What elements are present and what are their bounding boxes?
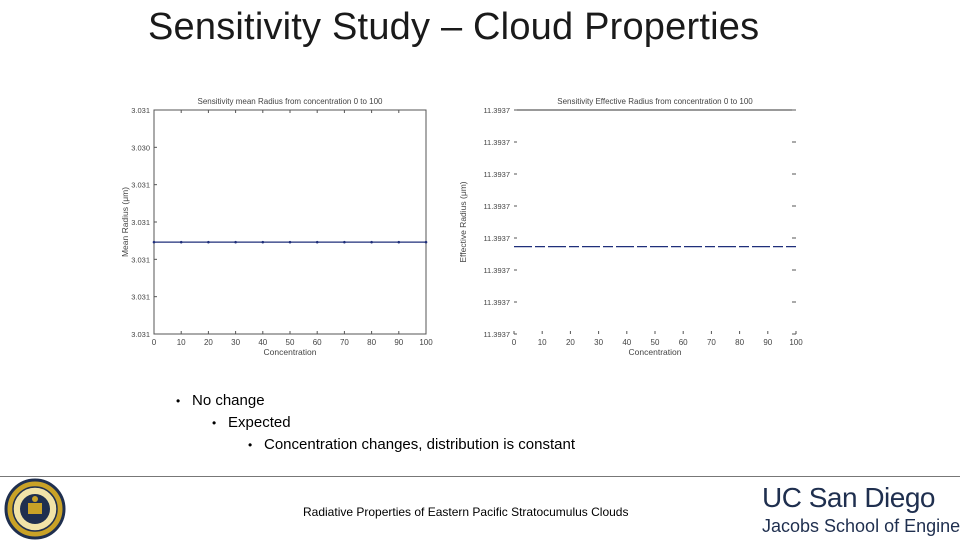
x-tick-label: 20 — [566, 338, 575, 347]
x-tick-label: 30 — [231, 338, 240, 347]
x-tick-label: 0 — [152, 338, 157, 347]
data-point — [152, 240, 156, 244]
bullet-item: • No change — [176, 392, 265, 409]
bullet-text: Concentration changes, distribution is c… — [264, 436, 576, 453]
data-point — [207, 240, 210, 244]
x-tick-label: 70 — [707, 338, 716, 347]
y-tick-label: 11.3937 — [483, 266, 510, 275]
data-point — [179, 240, 183, 244]
bullet-dot-icon: • — [248, 438, 253, 452]
footer-divider — [0, 476, 960, 477]
data-point — [397, 240, 401, 244]
y-tick-label: 11.3937 — [483, 298, 510, 307]
x-tick-label: 40 — [258, 338, 267, 347]
x-tick-label: 80 — [735, 338, 744, 347]
footer-text: Radiative Properties of Eastern Pacific … — [303, 505, 629, 519]
data-point — [315, 240, 319, 244]
y-tick-label: 11.3937 — [483, 330, 510, 339]
bullet-dot-icon: • — [176, 394, 181, 408]
x-tick-label: 90 — [394, 338, 403, 347]
data-point — [343, 240, 346, 244]
y-tick-label: 3.031 — [131, 218, 150, 227]
slide-title: Sensitivity Study – Cloud Properties — [148, 6, 760, 48]
data-point — [370, 240, 373, 244]
x-axis-label: Concentration — [629, 347, 682, 357]
bullet-text: Expected — [228, 414, 291, 431]
logo-line1: UC San Diego — [762, 482, 935, 513]
x-tick-label: 40 — [622, 338, 631, 347]
logo-line2: Jacobs School of Engineering — [762, 516, 960, 536]
x-tick-label: 50 — [286, 338, 295, 347]
y-tick-label: 3.030 — [131, 143, 150, 152]
bullet-dot-icon: • — [212, 416, 217, 430]
y-tick-label: 3.031 — [131, 330, 150, 339]
university-seal-icon — [4, 478, 66, 540]
y-tick-label: 3.031 — [131, 255, 150, 264]
y-tick-label: 3.031 — [131, 293, 150, 302]
bullet-text: No change — [192, 392, 265, 409]
plot-frame — [153, 109, 427, 335]
y-tick-label: 11.3937 — [483, 170, 510, 179]
y-axis-label: Effective Radius (μm) — [458, 181, 468, 262]
y-tick-label: 11.3937 — [483, 234, 510, 243]
x-tick-label: 10 — [177, 338, 186, 347]
y-axis-label: Mean Radius (μm) — [120, 187, 130, 257]
x-tick-label: 70 — [340, 338, 349, 347]
chart-title: Sensitivity mean Radius from concentrati… — [198, 97, 384, 106]
x-tick-label: 0 — [512, 338, 517, 347]
ucsd-logo: UC San Diego Jacobs School of Engineerin… — [762, 484, 960, 537]
chart-title: Sensitivity Effective Radius from concen… — [557, 97, 753, 106]
data-point — [424, 240, 428, 244]
y-tick-label: 11.3937 — [483, 202, 510, 211]
bullet-item: • Concentration changes, distribution is … — [248, 436, 575, 453]
chart-effective-radius: Sensitivity Effective Radius from concen… — [458, 97, 803, 357]
x-tick-label: 80 — [367, 338, 376, 347]
x-tick-label: 100 — [789, 338, 803, 347]
data-point — [261, 240, 265, 244]
x-tick-label: 10 — [538, 338, 547, 347]
chart-mean-radius: Sensitivity mean Radius from concentrati… — [120, 97, 433, 357]
x-tick-label: 50 — [651, 338, 660, 347]
x-tick-label: 60 — [679, 338, 688, 347]
bullet-item: • Expected — [212, 414, 291, 431]
y-tick-label: 11.3937 — [483, 138, 510, 147]
y-tick-label: 3.031 — [131, 181, 150, 190]
x-tick-label: 100 — [419, 338, 433, 347]
x-axis-label: Concentration — [264, 347, 317, 357]
data-point — [234, 240, 237, 244]
y-tick-label: 3.031 — [131, 106, 150, 115]
x-tick-label: 30 — [594, 338, 603, 347]
x-tick-label: 20 — [204, 338, 213, 347]
x-tick-label: 60 — [313, 338, 322, 347]
y-tick-label: 11.3937 — [483, 106, 510, 115]
x-tick-label: 90 — [763, 338, 772, 347]
data-point — [288, 240, 292, 244]
